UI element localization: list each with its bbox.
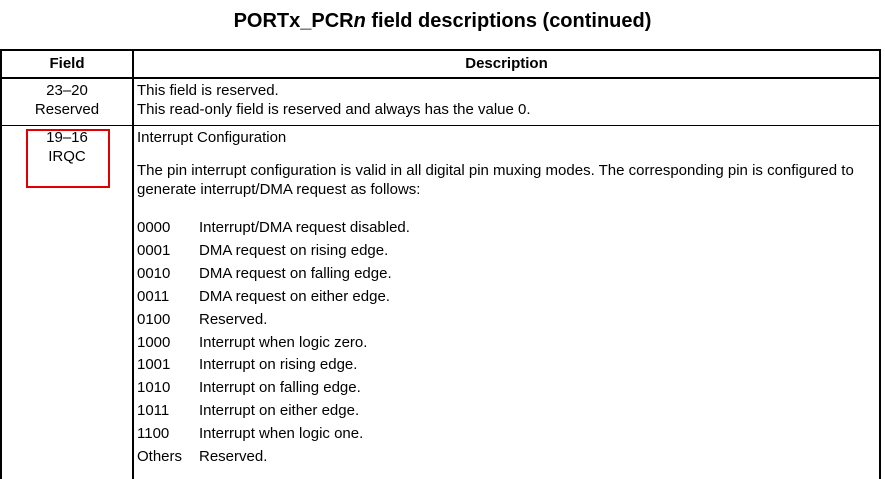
description-line: This field is reserved. (137, 82, 279, 99)
field-cell: 23–20 Reserved (2, 81, 132, 119)
field-description-table: Field Description 23–20 Reserved This fi… (0, 49, 881, 479)
code-value: 1100 (137, 425, 170, 443)
header-description: Description (465, 55, 548, 72)
title-italic: n (353, 10, 366, 32)
table-header: Field Description (2, 51, 879, 79)
description-cell: This field is reserved. This read-only f… (137, 81, 875, 119)
table-row: 23–20 Reserved This field is reserved. T… (2, 79, 879, 126)
code-value: 0010 (137, 264, 171, 282)
field-bits: 19–16 (46, 129, 88, 146)
code-value: 1011 (137, 402, 170, 420)
title-suffix: field descriptions (continued) (365, 10, 652, 32)
code-description: DMA request on falling edge. (199, 264, 392, 282)
description-line: This read-only field is reserved and alw… (137, 101, 531, 118)
field-name: Reserved (34, 101, 100, 118)
column-divider (132, 51, 134, 479)
code-value: 0011 (137, 287, 170, 305)
code-value: 1001 (137, 356, 171, 374)
code-description: Interrupt when logic zero. (199, 333, 368, 351)
code-description: DMA request on either edge. (199, 287, 390, 305)
code-value: 1000 (137, 333, 171, 351)
code-value: Others (137, 448, 183, 465)
code-description: Interrupt on falling edge. (199, 379, 361, 397)
code-value: 1010 (137, 379, 171, 397)
field-cell: 19–16 IRQC (2, 128, 132, 166)
code-description: Reserved. (199, 448, 268, 465)
code-description: Interrupt on either edge. (199, 402, 360, 420)
code-value: 0100 (137, 310, 171, 328)
code-description: Interrupt/DMA request disabled. (199, 219, 410, 236)
code-value: 0000 (137, 219, 171, 236)
field-bits: 23–20 (46, 82, 88, 99)
code-description: Interrupt on rising edge. (199, 356, 358, 374)
code-description: DMA request on rising edge. (199, 241, 389, 259)
title-prefix: PORTx_PCR (233, 10, 354, 32)
code-description: Reserved. (199, 310, 268, 328)
code-description: Interrupt when logic one. (199, 425, 364, 443)
description-heading: Interrupt Configuration (137, 129, 287, 146)
page-title: PORTx_PCRn field descriptions (continued… (0, 10, 885, 33)
code-value: 0001 (137, 241, 171, 259)
field-name: IRQC (48, 148, 86, 165)
header-field: Field (49, 55, 85, 72)
description-paragraph: The pin interrupt configuration is valid… (137, 162, 854, 198)
highlight-box (26, 129, 110, 188)
